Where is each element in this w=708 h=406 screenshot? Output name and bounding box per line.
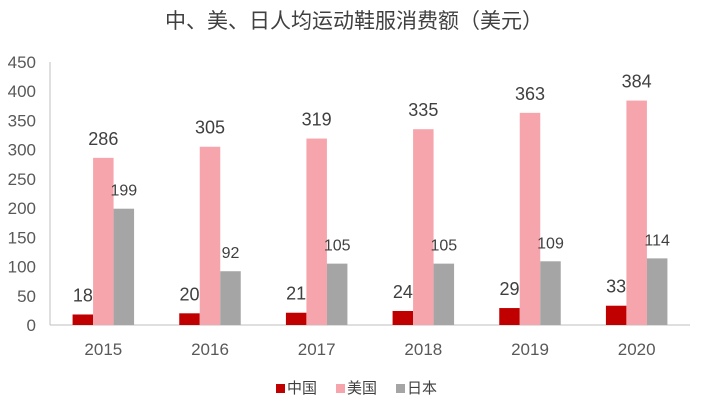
bar-series-1: [626, 100, 647, 325]
y-tick-label: 50: [17, 287, 36, 306]
bar-series-2: [113, 208, 135, 325]
data-label-series-1: 305: [195, 118, 225, 138]
bar-series-2: [540, 261, 561, 325]
x-tick-label: 2016: [191, 340, 229, 359]
data-label-series-1: 335: [408, 100, 438, 120]
bar-series-0: [179, 313, 200, 325]
data-label-series-2: 105: [324, 238, 351, 255]
data-label-series-0: 33: [606, 277, 626, 297]
y-tick-label: 400: [8, 82, 36, 101]
bar-series-1: [93, 157, 114, 325]
data-label-series-2: 92: [222, 245, 240, 262]
y-tick-label: 0: [27, 316, 36, 335]
data-label-series-1: 286: [88, 129, 118, 149]
legend-item: 中国: [276, 380, 317, 397]
legend-item: 美国: [336, 380, 377, 397]
data-labels: 18 20 21 24 29 33 286 305 319 335 363 384 199 92 105 10…: [73, 72, 670, 306]
data-label-series-2: 105: [430, 238, 457, 255]
bar-series-0: [72, 314, 94, 325]
x-tick-label: 2018: [404, 340, 442, 359]
bar-series-2: [220, 271, 241, 325]
x-tick-label: 2020: [618, 340, 656, 359]
bar-series-2: [646, 258, 668, 325]
bar-series-1: [199, 146, 221, 325]
chart-title: 中、美、日人均运动鞋服消费额（美元）: [165, 10, 543, 33]
y-tick-label: 150: [8, 228, 36, 247]
legend-label: 美国: [347, 380, 377, 397]
data-label-series-0: 29: [499, 279, 519, 299]
data-label-series-2: 109: [537, 235, 564, 252]
y-tick-label: 200: [8, 199, 36, 218]
y-tick-label: 250: [8, 170, 36, 189]
legend-item: 日本: [396, 380, 437, 397]
legend-swatch: [336, 384, 345, 393]
data-label-series-2: 199: [110, 183, 137, 200]
legend-label: 中国: [287, 380, 317, 397]
x-tick-label: 2015: [84, 340, 122, 359]
y-tick-label: 450: [8, 53, 36, 72]
axes: 0 50 100 150 200 250 300 350 400 450 2015 2016 2017 2…: [8, 53, 690, 359]
bar-series-0: [605, 305, 627, 325]
bar-series-1: [413, 129, 434, 325]
y-tick-label: 350: [8, 111, 36, 130]
data-label-series-2: 114: [644, 232, 670, 249]
bar-series-1: [519, 112, 541, 325]
legend-swatch: [276, 384, 285, 393]
data-label-series-0: 21: [286, 284, 306, 304]
y-tick-label: 300: [8, 141, 36, 160]
bar-series-2: [433, 263, 455, 325]
bar-series-1: [306, 138, 327, 325]
data-label-series-1: 319: [302, 110, 332, 130]
bar-series-0: [285, 312, 307, 325]
data-label-series-0: 24: [393, 282, 413, 302]
data-label-series-1: 363: [515, 84, 545, 104]
legend: 中国 美国 日本: [276, 380, 437, 397]
data-label-series-1: 384: [622, 72, 652, 92]
bar-series-2: [326, 263, 348, 325]
legend-swatch: [396, 384, 405, 393]
x-tick-label: 2017: [298, 340, 336, 359]
legend-label: 日本: [407, 380, 437, 397]
bars: [72, 100, 668, 325]
bar-series-0: [392, 310, 414, 325]
y-tick-label: 100: [8, 258, 36, 277]
bar-series-0: [499, 308, 520, 325]
x-tick-label: 2019: [511, 340, 549, 359]
data-label-series-0: 18: [73, 285, 93, 305]
data-label-series-0: 20: [179, 284, 199, 304]
